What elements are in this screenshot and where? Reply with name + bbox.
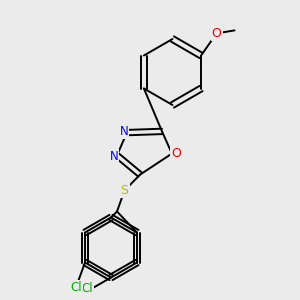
Text: N: N bbox=[110, 150, 118, 163]
Text: O: O bbox=[171, 147, 181, 160]
Text: N: N bbox=[119, 125, 128, 138]
Text: Cl: Cl bbox=[82, 281, 93, 295]
Text: S: S bbox=[121, 184, 128, 197]
Text: Cl: Cl bbox=[70, 281, 82, 294]
Text: O: O bbox=[212, 27, 221, 40]
